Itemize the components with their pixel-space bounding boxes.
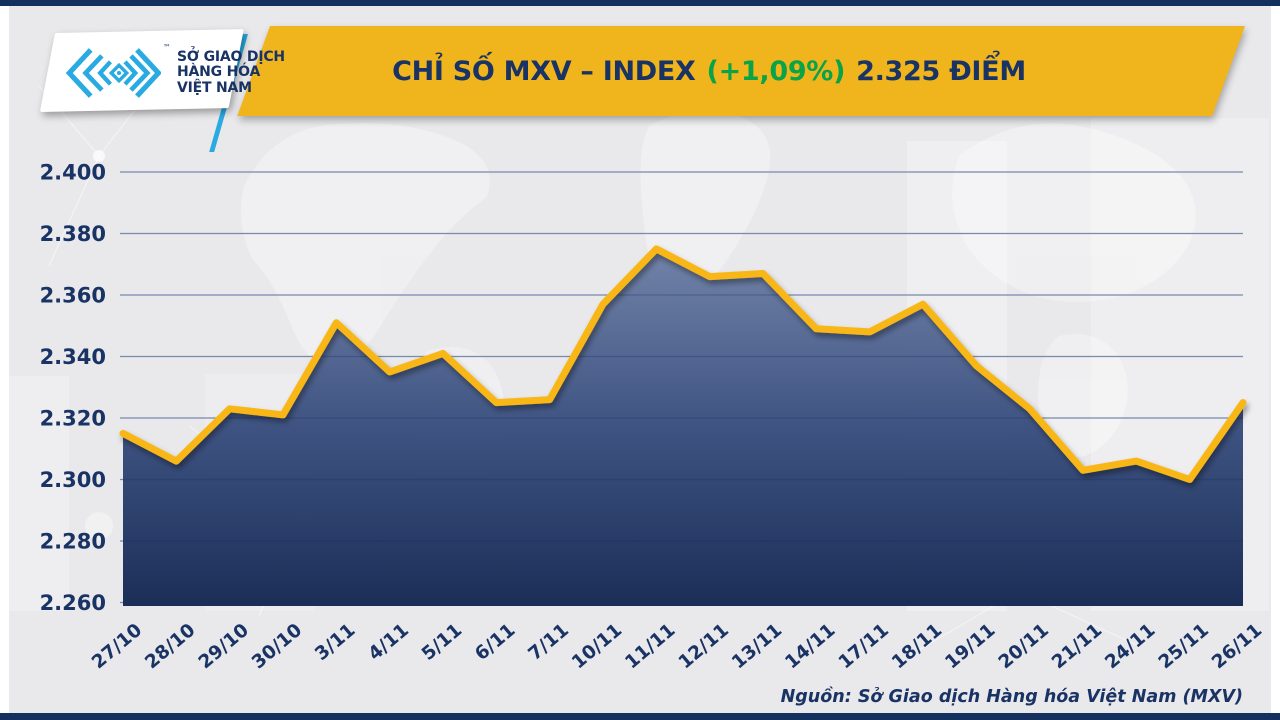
title-change-percent: (+1,09%) [706, 55, 846, 87]
x-axis-tick-label: 19/11 [941, 620, 999, 674]
logo-line-3: VIỆT NAM [177, 79, 252, 96]
source-caption: Nguồn: Sở Giao dịch Hàng hóa Việt Nam (M… [780, 687, 1243, 707]
y-axis-tick-label: 2.340 [40, 345, 106, 369]
y-axis-tick-label: 2.380 [40, 222, 106, 246]
x-axis-tick-label: 29/10 [195, 620, 253, 674]
x-axis-tick-label: 18/11 [888, 620, 946, 674]
x-axis-tick-label: 10/11 [568, 620, 626, 674]
x-axis-tick-label: 3/11 [311, 620, 359, 665]
chart-title: CHỈ SỐ MXV – INDEX (+1,09%) 2.325 ĐIỂM [279, 26, 1139, 116]
right-margin [1271, 6, 1280, 713]
y-axis-tick-label: 2.260 [40, 591, 106, 615]
bottom-border-bar [0, 713, 1280, 720]
title-index-value: 2.325 ĐIỂM [856, 55, 1026, 87]
x-axis-tick-label: 27/10 [88, 620, 146, 674]
x-axis-tick-label: 21/11 [1048, 620, 1106, 674]
index-area-fill [123, 248, 1243, 606]
x-axis-tick-label: 13/11 [728, 620, 786, 674]
x-axis-tick-label: 20/11 [995, 620, 1053, 674]
x-axis-tick-label: 11/11 [621, 620, 679, 674]
logo-text: SỞ GIAO DỊCH HÀNG HÓA VIỆT NAM [177, 48, 285, 96]
index-line-path [119, 245, 1247, 483]
top-border-bar [0, 0, 1280, 6]
area-fill-path [123, 248, 1243, 606]
logo-line-2: HÀNG HÓA [177, 64, 261, 81]
x-axis-tick-label: 30/10 [248, 620, 306, 674]
x-axis-tick-label: 6/11 [471, 620, 519, 665]
title-text: CHỈ SỐ MXV – INDEX [392, 55, 696, 87]
mxv-logo-mark [65, 48, 161, 98]
y-axis-tick-label: 2.280 [40, 530, 106, 554]
mxv-logo: ™ SỞ GIAO DỊCH HÀNG HÓA VIỆT NAM [65, 41, 285, 105]
gridlines-overlay [120, 171, 1243, 604]
x-axis-tick-label: 24/11 [1101, 620, 1159, 674]
x-axis-tick-label: 25/11 [1155, 620, 1213, 674]
x-axis-tick-label: 7/11 [525, 620, 573, 665]
x-axis-tick-label: 14/11 [781, 620, 839, 674]
x-axis-tick-label: 26/11 [1208, 620, 1266, 674]
y-axis-tick-label: 2.400 [40, 161, 106, 185]
x-axis-tick-label: 4/11 [365, 620, 413, 665]
y-axis-tick-label: 2.360 [40, 284, 106, 308]
logo-line-1: SỞ GIAO DỊCH [177, 48, 285, 65]
y-axis-tick-label: 2.320 [40, 407, 106, 431]
x-axis-tick-label: 28/10 [141, 620, 199, 674]
x-axis-tick-label: 17/11 [835, 620, 893, 674]
x-axis-tick-label: 12/11 [675, 620, 733, 674]
index-line [119, 245, 1247, 483]
y-axis-labels: 2.400 2.380 2.360 2.340 2.320 2.300 2.280 2.260 [40, 161, 106, 616]
trademark-symbol: ™ [163, 43, 171, 52]
index-area-chart: 2.400 2.380 2.360 2.340 2.320 2.300 2.280 2.260… [40, 161, 1267, 674]
x-axis-tick-label: 5/11 [418, 620, 466, 665]
y-axis-tick-label: 2.300 [40, 468, 106, 492]
chart-canvas: 2.400 2.380 2.360 2.340 2.320 2.300 2.280 2.260… [9, 6, 1271, 713]
left-margin [0, 6, 9, 713]
